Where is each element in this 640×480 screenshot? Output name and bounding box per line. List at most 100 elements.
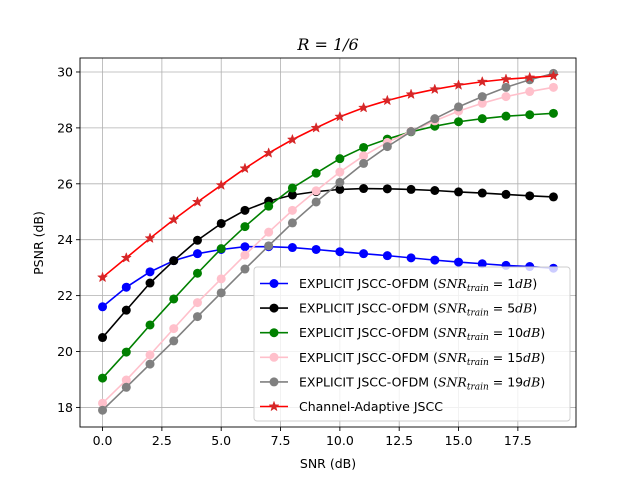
y-tick-label: 30	[57, 64, 73, 79]
data-point	[287, 218, 297, 228]
data-point	[240, 222, 250, 232]
y-tick-label: 28	[57, 120, 73, 135]
data-point	[359, 249, 369, 259]
data-point	[286, 133, 299, 145]
data-point	[525, 87, 535, 97]
y-tick-label: 22	[57, 288, 73, 303]
data-point	[98, 405, 108, 415]
data-point	[169, 336, 179, 346]
data-point	[121, 382, 131, 392]
legend-entry: EXPLICIT JSCC-OFDM (SNRtrain = 10dB)	[260, 325, 545, 343]
data-point	[240, 264, 250, 274]
legend-label: EXPLICIT JSCC-OFDM (SNRtrain = 19dB)	[299, 374, 545, 392]
series-2	[98, 184, 558, 343]
data-point	[169, 324, 179, 334]
data-point	[121, 375, 131, 385]
data-point	[311, 168, 321, 178]
data-point	[239, 162, 251, 174]
legend: EXPLICIT JSCC-OFDM (SNRtrain = 1dB) EXPLI…	[253, 266, 571, 422]
data-point	[121, 347, 131, 357]
y-tick-label: 24	[57, 232, 73, 247]
data-point	[216, 274, 226, 284]
data-point	[98, 398, 108, 408]
data-point	[264, 241, 274, 251]
data-point	[96, 271, 109, 283]
data-point	[405, 88, 417, 100]
legend-entry: EXPLICIT JSCC-OFDM (SNRtrain = 5dB)	[260, 301, 537, 319]
data-point	[454, 187, 464, 197]
data-point	[335, 247, 345, 257]
data-point	[98, 373, 108, 383]
data-point	[311, 197, 321, 207]
data-point	[287, 205, 297, 215]
legend-entry: EXPLICIT JSCC-OFDM (SNRtrain = 1dB)	[260, 276, 537, 294]
plot-series	[96, 68, 560, 415]
data-point	[335, 167, 345, 177]
data-point	[98, 302, 108, 312]
legend-marker	[269, 279, 279, 288]
data-point	[335, 177, 345, 187]
legend-label: EXPLICIT JSCC-OFDM (SNRtrain = 15dB)	[299, 350, 545, 368]
data-point	[430, 186, 440, 196]
data-point	[169, 256, 179, 266]
data-point	[311, 186, 321, 196]
data-point	[263, 147, 275, 158]
data-point	[548, 82, 558, 92]
legend-label: EXPLICIT JSCC-OFDM (SNRtrain = 5dB)	[299, 301, 537, 319]
series-5	[98, 68, 558, 415]
legend-label: EXPLICIT JSCC-OFDM (SNRtrain = 10dB)	[299, 325, 545, 343]
data-point	[452, 79, 465, 90]
plot-frame	[79, 57, 577, 428]
legend-marker	[269, 328, 279, 338]
data-point	[477, 114, 487, 124]
data-point	[501, 92, 511, 102]
data-point	[357, 101, 370, 113]
grid	[80, 58, 576, 427]
data-point	[216, 244, 226, 254]
data-point	[406, 253, 416, 263]
data-point	[382, 251, 392, 261]
data-point	[454, 117, 464, 127]
x-axis-label: SNR (dB)	[300, 456, 356, 471]
x-tick-label: 7.5	[271, 433, 291, 448]
data-point	[240, 250, 250, 260]
data-point	[287, 190, 297, 200]
x-tick-label: 0.0	[93, 433, 113, 448]
data-point	[120, 251, 132, 263]
data-point	[429, 83, 441, 95]
data-point	[145, 350, 155, 360]
chart-title: R = 1/6	[296, 35, 358, 54]
x-tick-label: 17.5	[504, 433, 532, 448]
data-point	[501, 111, 511, 121]
y-tick-label: 26	[57, 176, 73, 191]
data-point	[216, 218, 226, 228]
data-point	[121, 282, 131, 292]
data-point	[287, 243, 297, 253]
data-point	[192, 235, 202, 245]
y-axis-label: PSNR (dB)	[31, 211, 46, 275]
data-point	[311, 244, 321, 254]
legend-entry: EXPLICIT JSCC-OFDM (SNRtrain = 15dB)	[260, 350, 545, 368]
data-point	[168, 213, 180, 225]
data-point	[144, 232, 156, 244]
legend-entry: Channel-Adaptive JSCC	[260, 399, 443, 414]
data-point	[477, 98, 487, 108]
data-point	[240, 242, 250, 252]
data-point	[191, 196, 204, 207]
legend-label: Channel-Adaptive JSCC	[299, 399, 443, 414]
y-tick-label: 18	[57, 400, 73, 415]
data-point	[192, 312, 202, 322]
x-tick-label: 2.5	[152, 433, 172, 448]
data-point	[406, 184, 416, 194]
x-tick-label: 5.0	[211, 433, 231, 448]
data-point	[335, 154, 345, 164]
data-point	[121, 305, 131, 315]
data-point	[98, 333, 108, 343]
data-point	[264, 227, 274, 237]
data-point	[359, 158, 369, 168]
data-point	[525, 191, 535, 201]
data-point	[192, 249, 202, 259]
axis-ticks: 0.0 2.5 5.0 7.5 10.0 12.5 15.0 17.5 18 20 22 24 26 28…	[57, 64, 532, 448]
legend-marker	[269, 352, 279, 362]
